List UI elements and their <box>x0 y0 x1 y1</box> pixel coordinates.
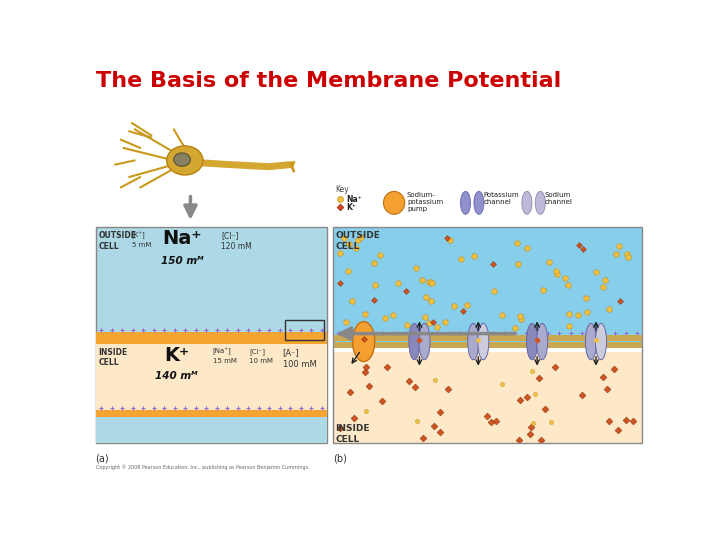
Text: 140 mᴹ: 140 mᴹ <box>156 371 198 381</box>
Ellipse shape <box>595 323 606 360</box>
Text: [Cl⁻]: [Cl⁻] <box>221 231 238 240</box>
Ellipse shape <box>536 323 548 360</box>
Text: Sodium-
potassium
pump: Sodium- potassium pump <box>407 192 443 212</box>
Text: Key: Key <box>336 185 349 194</box>
Text: [K⁺]: [K⁺] <box>132 231 145 239</box>
Text: 120 mM: 120 mM <box>221 241 252 251</box>
FancyBboxPatch shape <box>333 352 642 443</box>
Ellipse shape <box>409 323 420 360</box>
Text: K⁺: K⁺ <box>164 346 189 365</box>
Text: INSIDE
CELL: INSIDE CELL <box>336 424 370 444</box>
Ellipse shape <box>167 146 203 175</box>
FancyBboxPatch shape <box>333 227 642 342</box>
Ellipse shape <box>174 153 190 166</box>
Text: 5 mM: 5 mM <box>132 241 151 247</box>
Text: Na⁺: Na⁺ <box>347 194 362 204</box>
FancyBboxPatch shape <box>96 410 327 417</box>
Text: OUTSIDE
CELL: OUTSIDE CELL <box>99 231 136 251</box>
Text: Potassium
channel: Potassium channel <box>483 192 519 205</box>
Ellipse shape <box>353 322 375 362</box>
Text: Copyright © 2008 Pearson Education, Inc., publishing as Pearson Benjamin Cumming: Copyright © 2008 Pearson Education, Inc.… <box>96 464 309 470</box>
Text: [A⁻]: [A⁻] <box>282 348 300 357</box>
Text: [Cl⁻]: [Cl⁻] <box>249 348 265 355</box>
FancyBboxPatch shape <box>96 227 327 443</box>
FancyBboxPatch shape <box>333 335 642 341</box>
Text: [Na⁺]: [Na⁺] <box>213 348 232 355</box>
Text: 150 mᴹ: 150 mᴹ <box>161 256 203 266</box>
Text: OUTSIDE
CELL: OUTSIDE CELL <box>336 231 380 251</box>
Ellipse shape <box>384 191 405 214</box>
Ellipse shape <box>535 191 545 214</box>
Ellipse shape <box>585 323 596 360</box>
FancyBboxPatch shape <box>96 417 327 443</box>
Ellipse shape <box>526 323 538 360</box>
Ellipse shape <box>468 323 479 360</box>
FancyBboxPatch shape <box>333 342 642 348</box>
Text: Na⁺: Na⁺ <box>162 229 202 248</box>
Ellipse shape <box>522 191 532 214</box>
Ellipse shape <box>478 323 489 360</box>
Ellipse shape <box>474 191 484 214</box>
Text: Sodium
channel: Sodium channel <box>545 192 572 205</box>
FancyBboxPatch shape <box>96 332 327 344</box>
FancyBboxPatch shape <box>96 344 327 417</box>
Text: INSIDE
CELL: INSIDE CELL <box>99 348 127 367</box>
Ellipse shape <box>461 191 471 214</box>
Text: (a): (a) <box>96 454 109 463</box>
Ellipse shape <box>419 323 430 360</box>
Text: 15 mM: 15 mM <box>213 358 237 365</box>
Text: K⁺: K⁺ <box>347 202 356 212</box>
Text: 10 mM: 10 mM <box>249 358 273 365</box>
Text: 100 mM: 100 mM <box>282 360 316 369</box>
Text: The Basis of the Membrane Potential: The Basis of the Membrane Potential <box>96 71 561 91</box>
Text: (b): (b) <box>333 454 346 463</box>
